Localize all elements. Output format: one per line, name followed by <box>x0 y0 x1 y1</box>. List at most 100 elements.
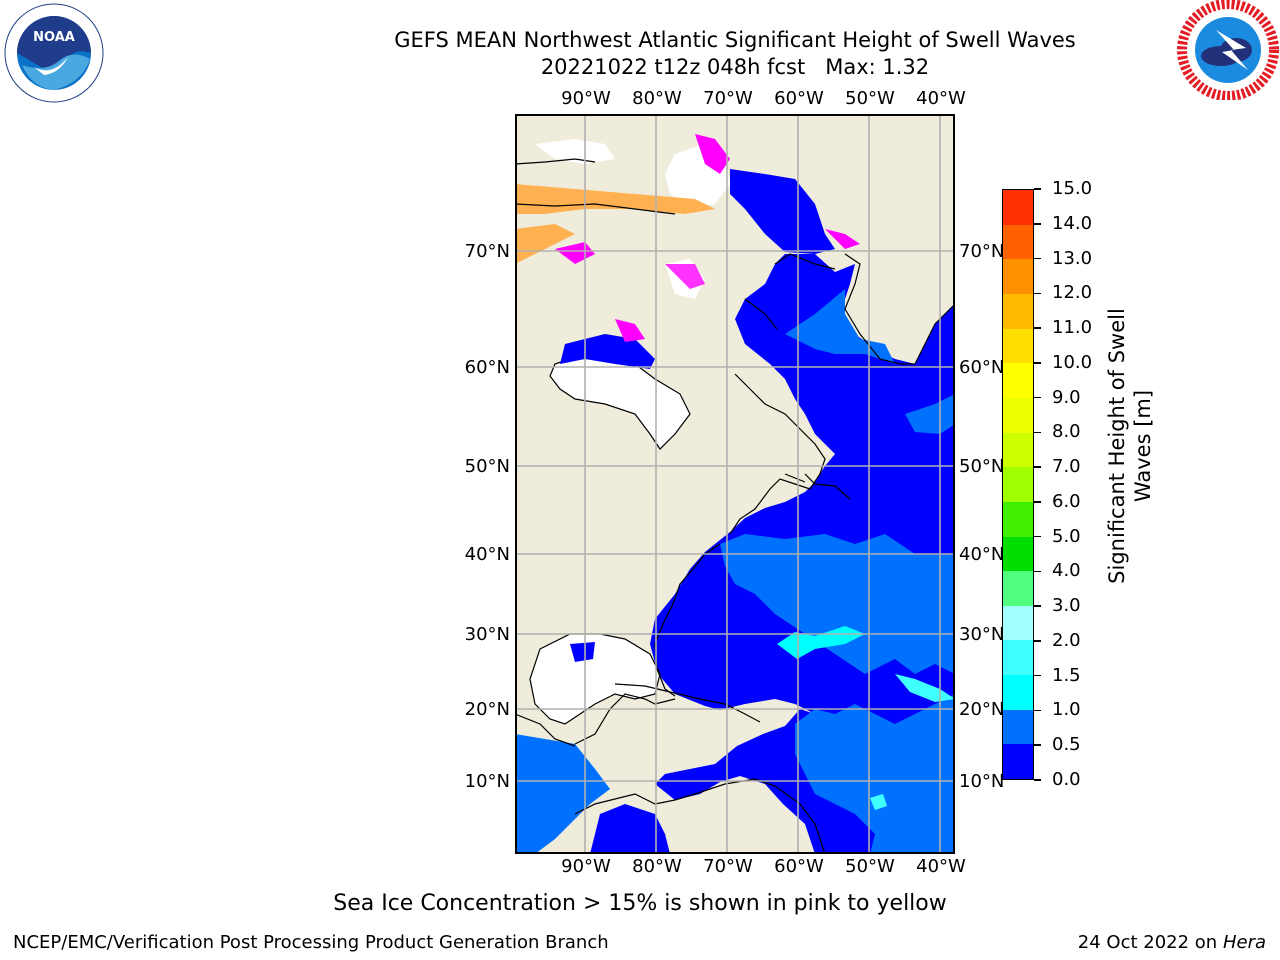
baffin-low <box>730 169 835 254</box>
lon-label-top: 70°W <box>703 88 753 109</box>
lon-label-bottom: 70°W <box>703 856 753 877</box>
lon-label-top: 40°W <box>916 88 966 109</box>
lat-label-right: 50°N <box>959 456 1005 477</box>
coastlines <box>514 158 956 855</box>
colorbar-tick-label: 7.0 <box>1052 456 1081 478</box>
map-frame <box>515 114 955 854</box>
sea-ice-orange-1 <box>515 184 715 214</box>
arctic-white-2 <box>535 139 615 164</box>
lat-label-right: 10°N <box>959 771 1005 792</box>
colorbar-tick-mark <box>1034 327 1041 329</box>
sea-ice-caption: Sea Ice Concentration > 15% is shown in … <box>333 891 947 916</box>
colorbar-tick-mark <box>1034 605 1041 607</box>
colorbar-tick-label: 5.0 <box>1052 525 1081 547</box>
lat-label-right: 20°N <box>959 699 1005 720</box>
caribbean-mid-swell <box>515 734 610 854</box>
lon-label-bottom: 60°W <box>774 856 824 877</box>
colorbar-tick-mark <box>1034 396 1041 399</box>
lat-label-right: 60°N <box>959 357 1005 378</box>
colorbar-tick-mark <box>1034 709 1041 712</box>
colorbar-tick-label: 1.0 <box>1052 699 1081 721</box>
colorbar-tick-mark <box>1034 570 1041 573</box>
colorbar <box>1002 189 1034 780</box>
lon-label-top: 90°W <box>561 88 611 109</box>
colorbar-segment <box>1003 675 1033 710</box>
colorbar-tick-label: 15.0 <box>1052 178 1093 199</box>
sea-ice-pink-5 <box>825 229 860 249</box>
lon-label-top: 80°W <box>632 88 682 109</box>
colorbar-tick-label: 14.0 <box>1052 212 1093 234</box>
map-svg <box>514 114 956 855</box>
colorbar-title: Significant Height of Swell Waves [m] <box>1104 296 1156 596</box>
sea-ice-pink-3 <box>665 264 705 289</box>
lat-label-left: 60°N <box>464 357 510 378</box>
colorbar-tick-mark <box>1034 744 1041 746</box>
colorbar-segment <box>1003 467 1033 502</box>
colorbar-tick-label: 8.0 <box>1052 421 1081 443</box>
colorbar-segment <box>1003 640 1033 676</box>
colorbar-tick-label: 3.0 <box>1052 595 1081 617</box>
lat-label-right: 30°N <box>959 624 1005 645</box>
colorbar-tick-mark <box>1034 362 1041 364</box>
footer-credit: NCEP/EMC/Verification Post Processing Pr… <box>13 932 609 953</box>
colorbar-segment <box>1003 571 1033 606</box>
lat-label-left: 50°N <box>464 456 510 477</box>
gulf-low <box>570 642 595 662</box>
footer-date-text: 24 Oct 2022 on <box>1077 932 1223 953</box>
lon-label-bottom: 40°W <box>916 856 966 877</box>
lon-label-bottom: 80°W <box>632 856 682 877</box>
colorbar-tick-mark <box>1034 674 1041 677</box>
sea-ice-pink <box>695 134 730 174</box>
lat-label-right: 40°N <box>959 544 1005 565</box>
footer-machine: Hera <box>1222 932 1266 953</box>
colorbar-segment <box>1003 432 1033 468</box>
sea-ice-orange-2 <box>515 224 575 264</box>
colorbar-tick-mark <box>1034 431 1041 434</box>
lon-label-bottom: 90°W <box>561 856 611 877</box>
chart-title: GEFS MEAN Northwest Atlantic Significant… <box>394 28 1076 52</box>
lat-label-left: 30°N <box>464 624 510 645</box>
colorbar-tick-label: 9.0 <box>1052 386 1081 408</box>
map-panel <box>514 114 956 855</box>
lon-label-top: 50°W <box>845 88 895 109</box>
lat-label-right: 70°N <box>959 241 1005 262</box>
colorbar-segment <box>1003 744 1033 779</box>
colorbar-segment <box>1003 536 1033 572</box>
colorbar-tick-mark <box>1034 779 1041 781</box>
colorbar-segment <box>1003 397 1033 433</box>
lat-label-left: 40°N <box>464 544 510 565</box>
colorbar-segment <box>1003 501 1033 537</box>
colorbar-segment <box>1003 605 1033 641</box>
colorbar-segment <box>1003 294 1033 329</box>
gulf-of-mexico <box>529 633 661 725</box>
ocean-mid-swell <box>720 534 955 854</box>
colorbar-tick-label: 2.0 <box>1052 629 1081 651</box>
colorbar-tick-label: 4.0 <box>1052 560 1081 582</box>
hudson-bay-low <box>560 334 655 369</box>
chart-subtitle: 20221022 t12z 048h fcst Max: 1.32 <box>540 55 930 79</box>
colorbar-tick-mark <box>1034 257 1041 260</box>
ocean-mid-swell-north <box>785 289 895 364</box>
ocean-mid-swell-east <box>905 394 955 434</box>
colorbar-tick-label: 6.0 <box>1052 490 1081 512</box>
noaa-logo: NOAA <box>4 3 104 103</box>
swell-patch-3 <box>870 794 887 810</box>
colorbar-segment <box>1003 328 1033 364</box>
lon-label-bottom: 50°W <box>845 856 895 877</box>
colorbar-tick-mark <box>1034 466 1041 468</box>
colorbar-segment <box>1003 190 1033 225</box>
colorbar-tick-mark <box>1034 535 1041 538</box>
colorbar-segment <box>1003 259 1033 295</box>
colorbar-tick-mark <box>1034 292 1041 295</box>
colorbar-tick-label: 0.5 <box>1052 734 1081 756</box>
colorbar-title-line1: Significant Height of Swell <box>1105 308 1129 584</box>
lat-label-left: 20°N <box>464 699 510 720</box>
colorbar-tick-mark <box>1034 640 1041 642</box>
pacific-low-swell <box>590 804 670 854</box>
noaa-logo-text: NOAA <box>33 30 75 45</box>
colorbar-tick-label: 0.0 <box>1052 769 1081 790</box>
nws-logo <box>1176 0 1280 101</box>
colorbar-segment <box>1003 363 1033 398</box>
lat-label-left: 10°N <box>464 771 510 792</box>
colorbar-tick-label: 11.0 <box>1052 317 1093 339</box>
